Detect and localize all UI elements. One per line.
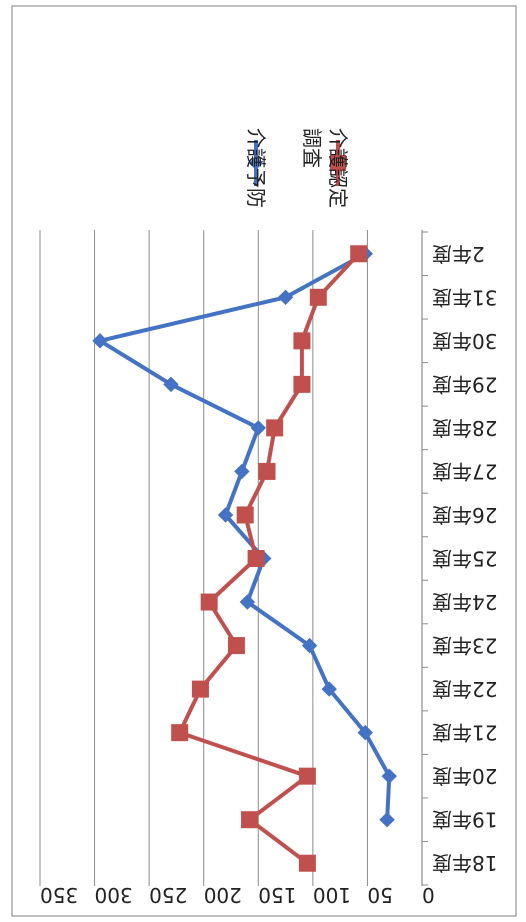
legend-marker bbox=[249, 156, 263, 170]
data-point bbox=[298, 854, 316, 872]
data-point bbox=[163, 376, 179, 393]
data-point bbox=[298, 767, 316, 785]
data-point bbox=[379, 811, 395, 828]
data-point bbox=[357, 724, 373, 741]
data-point bbox=[239, 594, 256, 610]
x-tick-label: 21年度 bbox=[432, 721, 497, 745]
data-point bbox=[191, 680, 209, 698]
data-point bbox=[234, 463, 250, 480]
x-tick-label: 27年度 bbox=[432, 459, 497, 483]
x-tick-label: 29年度 bbox=[432, 372, 497, 396]
data-point bbox=[200, 593, 218, 611]
x-axis-ticks: 18年度 19年度 20年度 21年度 22年度 23年度 24年度 25年度 26年度 27年度… bbox=[422, 231, 497, 886]
series-line bbox=[98, 251, 392, 822]
data-point bbox=[217, 507, 234, 523]
data-point bbox=[236, 506, 254, 524]
data-point bbox=[277, 289, 294, 306]
x-tick-label: 19年度 bbox=[432, 808, 497, 832]
y-tick-label: 350 bbox=[40, 883, 78, 907]
x-tick-label: 31年度 bbox=[432, 285, 497, 309]
data-point bbox=[309, 288, 327, 306]
x-tick-label: 24年度 bbox=[432, 590, 497, 614]
data-point bbox=[266, 419, 284, 437]
x-tick-label: 30年度 bbox=[432, 329, 497, 353]
data-point bbox=[250, 420, 266, 436]
y-tick-label: 150 bbox=[258, 883, 296, 907]
data-point bbox=[293, 375, 311, 393]
data-point bbox=[293, 332, 311, 350]
x-tick-label: 23年度 bbox=[432, 634, 497, 658]
x-tick-label: 22年度 bbox=[432, 677, 497, 701]
data-point bbox=[227, 637, 245, 655]
y-tick-label: 0 bbox=[422, 883, 435, 907]
x-tick-label: 18年度 bbox=[432, 851, 497, 875]
data-point bbox=[301, 637, 318, 654]
data-point bbox=[350, 245, 368, 263]
y-tick-label: 100 bbox=[313, 883, 351, 907]
legend-label: 調査 bbox=[300, 128, 324, 168]
legend-entry: 介護予防 bbox=[244, 128, 268, 208]
x-tick-label: 26年度 bbox=[432, 503, 497, 527]
data-point bbox=[241, 811, 259, 829]
data-point bbox=[258, 462, 276, 480]
data-point bbox=[171, 724, 189, 742]
series-layer bbox=[92, 245, 397, 872]
y-tick-label: 300 bbox=[95, 883, 133, 907]
chart-frame bbox=[11, 5, 517, 917]
x-tick-label: 25年度 bbox=[432, 547, 497, 571]
x-tick-label: 28年度 bbox=[432, 416, 497, 440]
data-point bbox=[247, 550, 265, 567]
x-tick-label: 20年度 bbox=[432, 764, 497, 788]
x-tick-label: 2年度 bbox=[432, 242, 485, 266]
legend-label: 介護予防 bbox=[244, 128, 268, 208]
y-axis-ticks: 0 50 100 150 200 250 300 350 bbox=[40, 883, 435, 907]
y-tick-label: 50 bbox=[367, 883, 392, 907]
y-tick-label: 250 bbox=[149, 883, 187, 907]
data-point bbox=[321, 681, 337, 697]
y-tick-label: 200 bbox=[204, 883, 242, 907]
legend-label: 介護認定 bbox=[326, 128, 350, 208]
data-point bbox=[92, 333, 108, 349]
legend-marker bbox=[330, 155, 346, 171]
data-point bbox=[381, 768, 397, 784]
